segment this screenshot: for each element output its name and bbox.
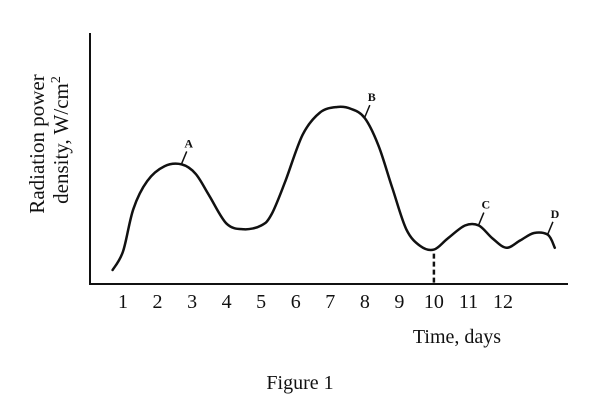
x-tick-labels: 1 2 3 4 5 6 7 8 9 10 11 12	[118, 291, 513, 313]
annotations: A B C D	[181, 90, 560, 235]
annotation-label-A: A	[184, 136, 193, 150]
x-tick-label-1: 1	[118, 291, 128, 313]
x-tick-label-2: 2	[153, 291, 163, 313]
x-tick-label-10: 10	[424, 291, 444, 313]
series-line	[111, 105, 557, 272]
annotation-leader-A	[181, 151, 188, 164]
figure-caption: Figure 1	[266, 372, 333, 394]
x-tick-label-6: 6	[291, 291, 301, 313]
y-axis-label-line1: Radiation power	[25, 74, 49, 213]
x-tick-label-11: 11	[459, 291, 478, 313]
x-tick-label-12: 12	[493, 291, 513, 313]
annotation-label-B: B	[368, 90, 376, 104]
x-tick-label-4: 4	[222, 291, 232, 313]
y-axis-label-line2: density, W/cm	[49, 83, 73, 204]
x-axis-label: Time, days	[413, 326, 501, 348]
annotation-label-D: D	[551, 207, 560, 221]
annotation-leader-C	[478, 212, 485, 225]
y-axis-label-superscript: 2	[49, 76, 64, 83]
annotation-leader-D	[547, 221, 554, 235]
y-axis-label: Radiation power	[25, 74, 49, 213]
x-tick-label-7: 7	[325, 291, 335, 313]
data-series	[111, 105, 557, 285]
x-tick-label-8: 8	[360, 291, 370, 313]
annotation-label-C: C	[481, 198, 490, 212]
y-axis-label-second: density, W/cm2	[49, 76, 73, 204]
x-tick-label-9: 9	[394, 291, 404, 313]
x-tick-label-3: 3	[187, 291, 197, 313]
annotation-leader-B	[364, 104, 371, 118]
x-tick-label-5: 5	[256, 291, 266, 313]
